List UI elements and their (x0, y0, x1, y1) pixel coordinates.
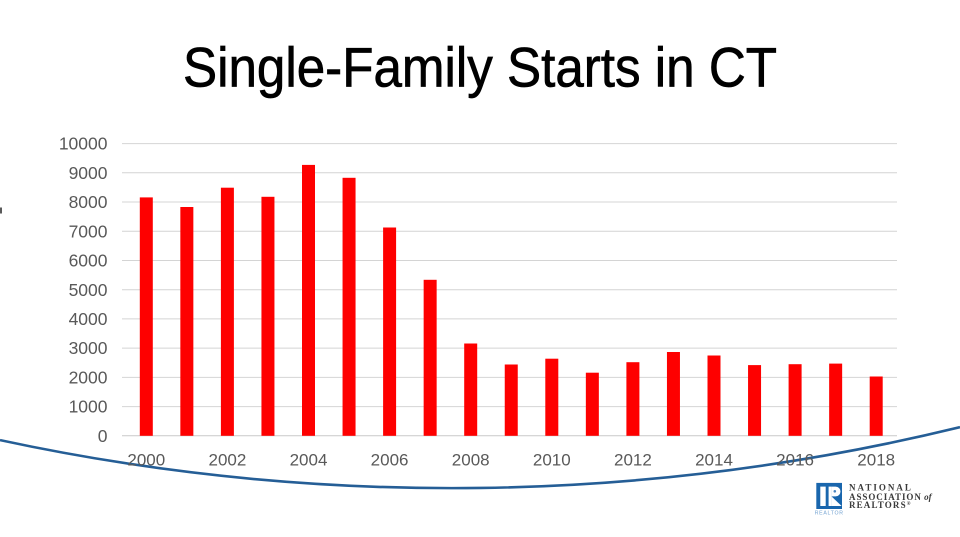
svg-text:2000: 2000 (127, 451, 165, 470)
svg-text:2002: 2002 (208, 451, 246, 470)
svg-text:4000: 4000 (69, 309, 108, 329)
svg-text:8000: 8000 (69, 192, 108, 212)
svg-text:Single-Family Starts in CT: Single-Family Starts in CT (183, 35, 777, 98)
svg-text:2014: 2014 (695, 451, 733, 470)
svg-text:2012: 2012 (614, 451, 652, 470)
svg-text:REALTORS®: REALTORS® (849, 500, 912, 510)
svg-text:3000: 3000 (69, 338, 108, 358)
svg-text:7000: 7000 (69, 221, 108, 241)
svg-text:0: 0 (98, 426, 108, 446)
svg-text:9000: 9000 (69, 163, 108, 183)
svg-text:1000: 1000 (69, 397, 108, 417)
svg-text:6000: 6000 (69, 251, 108, 271)
svg-text:ASSOCIATION of: ASSOCIATION of (849, 492, 933, 502)
svg-text:NATIONAL: NATIONAL (849, 482, 913, 492)
svg-text:2016: 2016 (776, 451, 814, 470)
svg-text:5000: 5000 (69, 280, 108, 300)
svg-text:2004: 2004 (290, 451, 328, 470)
svg-text:REALTOR: REALTOR (815, 510, 844, 516)
svg-text:2010: 2010 (533, 451, 571, 470)
svg-text:2008: 2008 (452, 451, 490, 470)
svg-text:2006: 2006 (371, 451, 409, 470)
svg-text:2000: 2000 (69, 368, 108, 388)
svg-text:2018: 2018 (857, 451, 895, 470)
svg-text:10000: 10000 (59, 134, 108, 154)
